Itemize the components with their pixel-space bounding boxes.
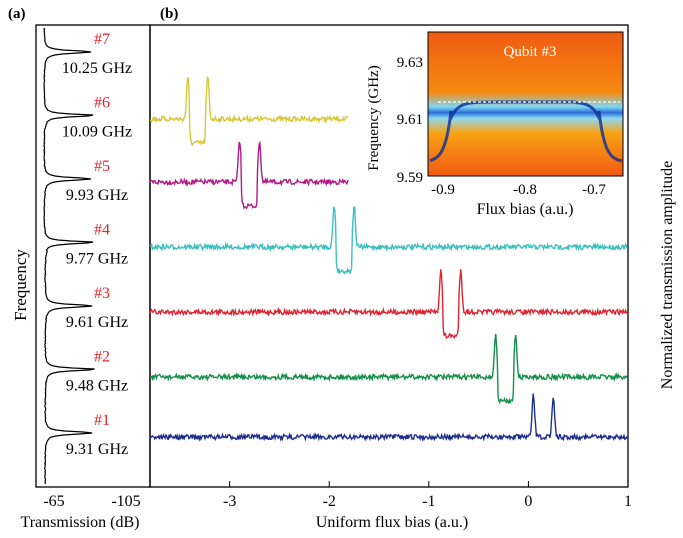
panel-a-ylabel: Frequency (11, 249, 30, 321)
xtick-label: -2 (323, 493, 336, 510)
resonator-freq-label: 9.93 GHz (66, 187, 128, 204)
trace-6 (149, 393, 628, 442)
panel-a-xlabel: Transmission (dB) (21, 514, 140, 531)
inset-xtick-2: -0.7 (582, 182, 606, 198)
transmission-spectrum (43, 27, 95, 484)
resonator-id-label: #1 (94, 412, 110, 429)
xtick-label: -3 (223, 493, 236, 510)
resonator-id-label: #5 (94, 158, 110, 175)
inset-frame (427, 31, 624, 177)
inset-xtick-0: -0.9 (431, 182, 455, 198)
inset-title: Qubit #3 (504, 44, 557, 60)
trace-2 (149, 140, 349, 210)
resonator-id-label: #2 (94, 349, 110, 366)
panel-a-label: (a) (8, 6, 26, 22)
resonator-freq-label: 9.77 GHz (66, 251, 128, 268)
panel-b-xticks: -3 -2 -1 0 1 (223, 481, 632, 510)
resonator-freq-label: 9.61 GHz (66, 314, 128, 331)
inset-xtick-1: -0.8 (513, 182, 537, 198)
trace-3 (149, 206, 628, 275)
inset-heatmap (428, 32, 623, 176)
trace-5 (149, 333, 628, 405)
resonator-freq-label: 9.31 GHz (66, 441, 128, 458)
trace-1 (149, 75, 349, 147)
resonator-freq-label: 9.48 GHz (66, 378, 128, 395)
resonator-id-label: #7 (94, 31, 110, 48)
resonator-id-label: #4 (94, 222, 110, 239)
xtick-label: 0 (524, 493, 532, 510)
panel-b-xlabel: Uniform flux bias (a.u.) (316, 514, 468, 531)
panel-a-xtick-0: -65 (43, 493, 64, 510)
transmission-traces (149, 75, 628, 442)
inset-ytick-2: 9.59 (397, 170, 423, 186)
resonator-freq-label: 10.25 GHz (62, 60, 132, 77)
panel-b-frame (149, 24, 629, 488)
panel-b-ylabel: Normalized transmission amplitude (659, 161, 676, 389)
inset-ytick-0: 9.63 (397, 55, 423, 71)
resonator-id-label: #3 (94, 285, 110, 302)
panel-b-label: (b) (160, 6, 178, 22)
inset-ylabel: Frequency (GHz) (366, 65, 382, 170)
resonator-freq-label: 10.09 GHz (62, 124, 132, 141)
xtick-label: -1 (422, 493, 435, 510)
inset-ytick-1: 9.61 (397, 112, 423, 128)
resonator-id-label: #6 (94, 95, 110, 112)
inset-xlabel: Flux bias (a.u.) (477, 201, 574, 218)
trace-4 (149, 269, 628, 340)
xtick-label: 1 (624, 493, 632, 510)
resonator-labels: #7 10.25 GHz #6 10.09 GHz #5 9.93 GHz #4 9.77 G… (62, 31, 132, 458)
panel-a-xtick-1: -105 (111, 493, 140, 510)
